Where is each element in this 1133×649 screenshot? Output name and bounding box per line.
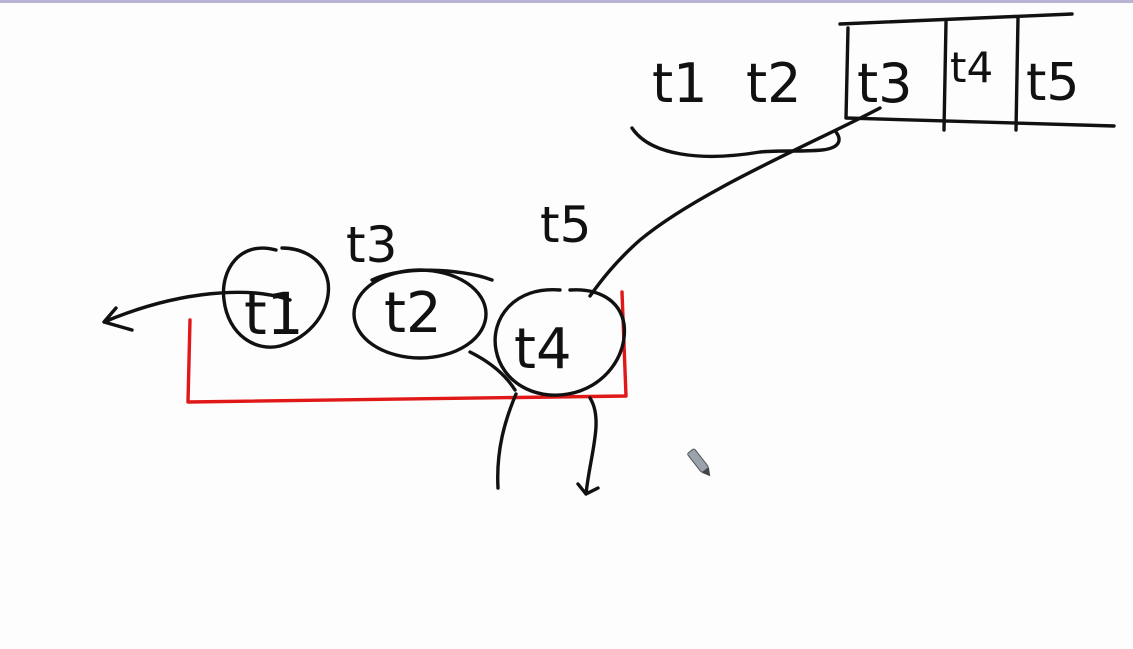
top-border	[0, 0, 1133, 3]
queue-item-t4: t4	[950, 43, 993, 92]
edge-down-left-from-t4	[496, 392, 518, 490]
annotation-t5: t5	[540, 196, 591, 254]
queue-item-t5: t5	[1026, 53, 1079, 113]
annotation-t3: t3	[346, 216, 397, 274]
arrow-left-from-t1	[102, 290, 292, 332]
pen-icon	[687, 448, 711, 477]
edge-t2-t4	[468, 350, 517, 392]
queue: t1 t2 t3 t4 t5	[630, 12, 1116, 158]
node-t1: t1	[221, 246, 331, 349]
node-t1-label: t1	[244, 280, 304, 348]
queue-box	[838, 12, 1116, 132]
queue-item-t2: t2	[746, 52, 802, 115]
node-t2-label: t2	[384, 281, 442, 346]
queue-item-t3: t3	[857, 52, 913, 115]
queue-dequeued-brace	[630, 126, 841, 158]
node-t4-circle	[493, 288, 627, 397]
queue-to-node-connector	[588, 106, 882, 298]
node-t4: t4	[493, 288, 627, 397]
edge-down-right-from-t4	[576, 396, 600, 496]
node-t4-label: t4	[514, 317, 572, 382]
queue-item-t1: t1	[652, 52, 708, 115]
node-t1-circle	[221, 246, 331, 349]
node-t2: t2	[352, 268, 494, 360]
